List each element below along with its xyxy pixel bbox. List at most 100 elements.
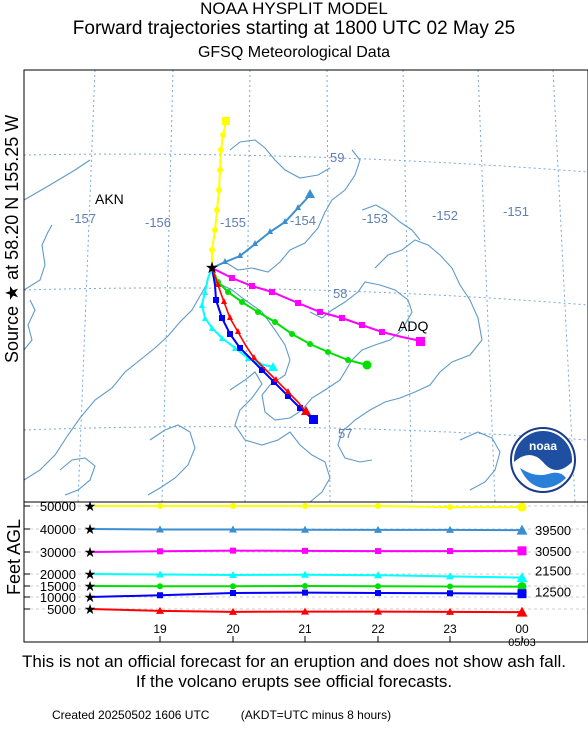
trajectory-point xyxy=(317,309,323,315)
trajectory-point xyxy=(269,289,275,295)
trajectory-point xyxy=(214,207,220,213)
lon-label: -152 xyxy=(432,208,458,223)
height-point xyxy=(230,590,236,597)
lon-gridline xyxy=(402,69,413,503)
height-point xyxy=(157,548,163,555)
lon-label: -156 xyxy=(145,215,171,230)
noaa-logo-text: noaa xyxy=(529,439,557,453)
x-tick-label: 23 xyxy=(443,622,457,636)
height-point xyxy=(516,524,528,535)
coastline xyxy=(23,299,36,351)
trajectory-point xyxy=(202,289,208,295)
height-point xyxy=(517,502,527,512)
trajectory-point xyxy=(222,258,228,264)
x-tick-label: 00 xyxy=(515,622,529,636)
trajectory-point xyxy=(282,218,288,224)
right-height-label: 30500 xyxy=(535,544,571,559)
lon-gridline xyxy=(477,69,496,503)
trajectory-point xyxy=(339,315,345,321)
created-timestamp: Created 20250502 1606 UTC xyxy=(52,708,210,722)
height-point xyxy=(374,571,382,579)
trajectory-point xyxy=(239,299,245,305)
height-point xyxy=(302,583,308,589)
trajectory-end xyxy=(309,415,318,424)
y-tick-label: 30000 xyxy=(40,545,76,560)
height-point xyxy=(302,503,308,509)
y-tick-label: 20000 xyxy=(40,567,76,582)
trajectory-point xyxy=(227,314,233,320)
height-point xyxy=(301,570,309,578)
trajectory-point xyxy=(232,345,238,351)
trajectory-30000ft-markers xyxy=(229,275,425,346)
trajectory-point xyxy=(213,297,219,303)
trajectory-end xyxy=(222,117,230,125)
trajectory-point xyxy=(221,298,227,304)
trajectory-point xyxy=(285,393,291,399)
y-tick-label: 15000 xyxy=(40,579,76,594)
trajectory-point xyxy=(307,341,313,347)
chart-title: Forward trajectories starting at 1800 UT… xyxy=(72,18,516,39)
trajectory-point xyxy=(272,319,278,325)
lat-label: 59 xyxy=(330,150,344,165)
disclaimer-text: This is not an official forecast for an … xyxy=(22,652,566,691)
trajectory-point xyxy=(216,187,222,193)
trajectory-point xyxy=(229,275,235,281)
right-height-label: 21500 xyxy=(535,564,571,579)
height-point xyxy=(156,525,164,533)
trajectory-point xyxy=(345,357,351,363)
trajectory-point xyxy=(285,388,291,394)
trajectory-end xyxy=(305,189,315,198)
y-tick-label: 5000 xyxy=(47,602,76,617)
lon-gridline xyxy=(161,69,174,503)
lon-gridline xyxy=(326,69,331,503)
height-point xyxy=(230,503,236,509)
trajectory-point xyxy=(235,328,241,334)
height-point xyxy=(446,525,454,533)
trajectory-point xyxy=(325,349,331,355)
trajectory-point xyxy=(209,247,215,253)
place-label-adq: ADQ xyxy=(398,318,428,334)
height-point xyxy=(446,607,454,615)
lon-label: -155 xyxy=(220,215,246,230)
height-point xyxy=(157,583,163,590)
start-star-icon: ★ xyxy=(84,589,97,605)
height-series: ★★★★★★★ xyxy=(84,498,528,617)
data-source-title: GFSQ Meteorological Data xyxy=(197,44,391,61)
trajectory-point xyxy=(359,322,365,328)
height-point xyxy=(375,583,381,590)
trajectory-point xyxy=(297,405,303,411)
height-point xyxy=(446,572,454,580)
height-point xyxy=(374,525,382,533)
height-point xyxy=(302,547,308,554)
trajectory-point xyxy=(199,302,205,308)
height-point xyxy=(516,606,528,617)
trajectory-50000ft-markers xyxy=(209,117,230,253)
timezone-note: (AKDT=UTC minus 8 hours) xyxy=(240,708,392,722)
trajectory-point xyxy=(219,315,225,321)
height-point xyxy=(374,607,382,615)
start-star-icon: ★ xyxy=(84,498,97,514)
lon-gridline xyxy=(244,69,251,503)
footer: Created 20250502 1606 UTC (AKDT=UTC minu… xyxy=(52,708,419,722)
trajectory-point xyxy=(255,309,261,315)
x-tick-label: 19 xyxy=(153,622,167,636)
coastline xyxy=(23,281,209,481)
trajectory-point xyxy=(289,331,295,337)
coastlines xyxy=(23,139,501,503)
start-star-icon: ★ xyxy=(84,578,97,594)
lat-label: 58 xyxy=(333,286,347,301)
start-star-icon: ★ xyxy=(84,601,97,617)
trajectory-point xyxy=(209,325,215,331)
trajectory-point xyxy=(227,331,233,337)
x-tick-label: 22 xyxy=(371,622,385,636)
height-point xyxy=(302,589,308,596)
height-point xyxy=(157,592,163,599)
map-labels: AKN ADQ -157 -156 -155 -154 -153 -152 -1… xyxy=(70,150,529,441)
trajectory-point xyxy=(219,335,225,341)
right-height-label: 39500 xyxy=(535,523,571,538)
trajectory-point xyxy=(245,355,251,361)
trajectory-point xyxy=(237,252,243,258)
trajectory-point xyxy=(249,283,255,289)
height-point xyxy=(230,583,236,590)
lon-gridline xyxy=(552,69,576,503)
